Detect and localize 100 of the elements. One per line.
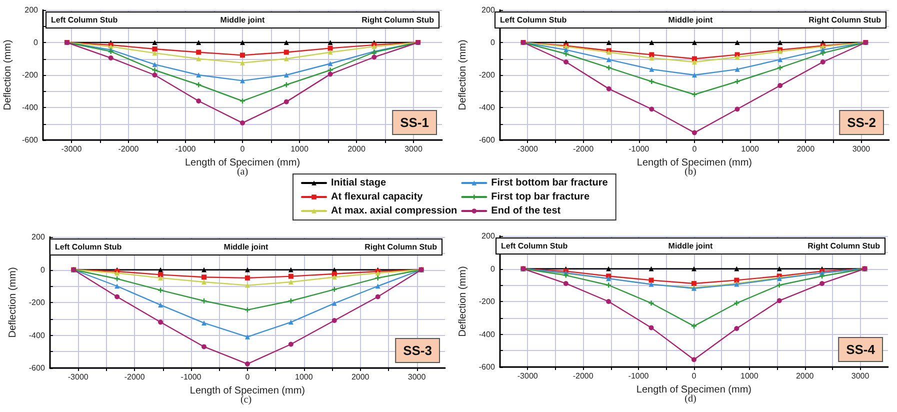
point bbox=[820, 60, 826, 64]
point bbox=[648, 266, 654, 272]
point bbox=[649, 40, 654, 45]
point bbox=[244, 275, 250, 280]
point bbox=[375, 275, 380, 280]
point bbox=[776, 266, 782, 272]
point bbox=[158, 267, 164, 272]
point bbox=[606, 40, 612, 45]
point bbox=[201, 274, 206, 280]
point bbox=[196, 40, 202, 45]
point bbox=[284, 99, 289, 104]
annotation: Right Column Stub bbox=[808, 242, 880, 250]
x-tick-label: 1000 bbox=[290, 144, 309, 154]
x-tick-label: 2000 bbox=[348, 144, 366, 154]
y-tick-label: -400 bbox=[478, 330, 496, 339]
point bbox=[240, 60, 245, 66]
point bbox=[288, 274, 294, 279]
annotation: Right Column Stub bbox=[362, 16, 434, 24]
point bbox=[284, 40, 289, 45]
y-tick-label: -400 bbox=[28, 330, 46, 340]
annotation: Left Column Stub bbox=[51, 16, 118, 24]
annotation: SS-2 bbox=[847, 115, 876, 130]
legend-label: Initial stage bbox=[331, 178, 386, 188]
x-tick-label: -3000 bbox=[517, 372, 538, 380]
point bbox=[778, 40, 783, 45]
x-tick-label: -2000 bbox=[572, 372, 594, 380]
legend-label: At max. axial compression bbox=[331, 206, 458, 216]
point bbox=[776, 282, 782, 288]
x-axis-title: Length of Specimen (mm) bbox=[184, 158, 300, 168]
point bbox=[196, 50, 202, 55]
x-tick-label: 0 bbox=[240, 144, 246, 154]
point bbox=[152, 50, 158, 56]
x-tick-label: 1000 bbox=[740, 372, 759, 380]
y-tick-label: -200 bbox=[22, 70, 39, 80]
point bbox=[152, 40, 158, 45]
point bbox=[649, 55, 654, 60]
x-tick-label: -3000 bbox=[61, 144, 82, 154]
text: (b) bbox=[684, 166, 696, 178]
text: (a) bbox=[236, 166, 248, 178]
point bbox=[158, 302, 164, 308]
y-tick-label: -600 bbox=[478, 136, 496, 144]
point bbox=[196, 82, 202, 88]
x-tick-label: 3000 bbox=[851, 372, 870, 380]
x-tick-label: 3000 bbox=[408, 372, 426, 382]
legend-label: At flexural capacity bbox=[331, 192, 424, 202]
annotation: Middle joint bbox=[668, 16, 714, 24]
annotation: Middle joint bbox=[668, 242, 714, 250]
y-tick-label: -200 bbox=[478, 70, 496, 80]
point bbox=[201, 280, 206, 285]
point bbox=[196, 72, 202, 78]
point bbox=[375, 294, 380, 300]
x-tick-label: 0 bbox=[692, 144, 698, 154]
point bbox=[606, 299, 612, 304]
point bbox=[284, 50, 289, 55]
x-tick-label: -2000 bbox=[124, 372, 146, 382]
y-tick-label: 200 bbox=[32, 232, 46, 242]
point bbox=[606, 86, 612, 92]
y-tick-label: 0 bbox=[490, 264, 496, 274]
point bbox=[288, 320, 294, 325]
point bbox=[778, 83, 783, 88]
x-tick-label: 1000 bbox=[741, 144, 760, 154]
annotation: SS-4 bbox=[846, 342, 876, 357]
point bbox=[648, 278, 654, 283]
point bbox=[734, 300, 740, 306]
point bbox=[202, 344, 206, 350]
annotation: Middle joint bbox=[220, 16, 266, 24]
x-tick-label: 3000 bbox=[404, 144, 423, 154]
x-tick-label: -3000 bbox=[517, 144, 538, 154]
point bbox=[284, 56, 289, 62]
annotation: Left Column Stub bbox=[500, 16, 567, 24]
point bbox=[201, 320, 206, 326]
y-tick-label: -200 bbox=[478, 297, 496, 306]
x-tick-label: 2000 bbox=[796, 144, 816, 154]
point bbox=[734, 79, 740, 84]
annotation: Left Column Stub bbox=[55, 242, 122, 252]
x-tick-label: -1000 bbox=[180, 372, 202, 382]
point bbox=[158, 288, 164, 293]
point bbox=[284, 72, 289, 78]
annotation: Middle joint bbox=[224, 242, 269, 252]
point bbox=[734, 66, 740, 72]
point bbox=[564, 60, 569, 64]
point bbox=[332, 318, 337, 324]
point bbox=[328, 72, 333, 77]
text: (d) bbox=[684, 394, 696, 404]
point bbox=[240, 78, 245, 84]
point bbox=[152, 72, 158, 78]
x-tick-label: 1000 bbox=[295, 372, 314, 382]
point bbox=[152, 68, 158, 73]
legend-label: First top bar fracture bbox=[491, 192, 590, 202]
point bbox=[606, 266, 612, 272]
point bbox=[240, 120, 245, 126]
y-tick-label: 200 bbox=[482, 232, 496, 240]
x-tick-label: -1000 bbox=[628, 372, 650, 380]
point bbox=[288, 267, 294, 272]
point bbox=[606, 65, 612, 70]
point bbox=[649, 106, 654, 112]
point bbox=[649, 79, 654, 84]
annotation: SS-1 bbox=[400, 115, 429, 130]
point bbox=[692, 72, 697, 78]
x-tick-label: -3000 bbox=[68, 372, 89, 382]
